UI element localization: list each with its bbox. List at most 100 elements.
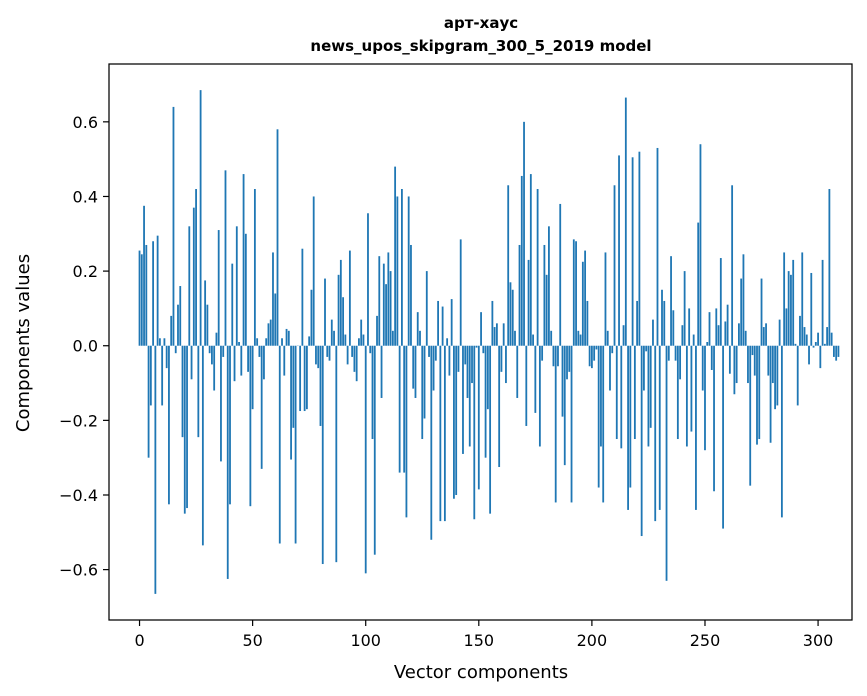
bar-187 xyxy=(561,345,564,417)
y-tick-label-0: −0.6 xyxy=(59,561,98,580)
bar-68 xyxy=(292,345,295,428)
bar-203 xyxy=(597,345,600,488)
bar-15 xyxy=(172,106,175,346)
bar-123 xyxy=(416,312,419,346)
bar-305 xyxy=(828,189,831,346)
chart-title: арт-хаус xyxy=(444,14,518,32)
bar-133 xyxy=(439,345,442,522)
bar-36 xyxy=(220,345,222,462)
bar-224 xyxy=(645,345,648,352)
bar-22 xyxy=(188,226,191,346)
bar-207 xyxy=(606,330,609,346)
bar-258 xyxy=(722,345,724,529)
bar-264 xyxy=(735,345,738,384)
bar-92 xyxy=(346,345,349,365)
bar-303 xyxy=(823,343,826,346)
bar-279 xyxy=(769,345,772,443)
bar-101 xyxy=(367,213,369,346)
bar-144 xyxy=(464,345,467,365)
bar-126 xyxy=(423,345,426,419)
bar-25 xyxy=(195,189,197,346)
bar-110 xyxy=(387,252,390,346)
bar-250 xyxy=(704,345,706,451)
bar-206 xyxy=(604,252,607,346)
bar-82 xyxy=(324,278,326,346)
bar-233 xyxy=(665,345,668,581)
bar-188 xyxy=(563,345,566,466)
bar-257 xyxy=(719,258,722,346)
bar-293 xyxy=(801,252,804,346)
bar-94 xyxy=(351,345,354,357)
bar-281 xyxy=(774,345,776,410)
bar-297 xyxy=(810,272,813,346)
bar-226 xyxy=(649,345,652,428)
bar-14 xyxy=(170,315,173,346)
bar-238 xyxy=(676,345,679,440)
bar-113 xyxy=(394,166,397,346)
bar-263 xyxy=(733,345,736,395)
x-tick-label-150: 150 xyxy=(464,631,495,650)
bar-26 xyxy=(197,345,200,438)
bar-235 xyxy=(670,256,672,346)
bar-147 xyxy=(471,345,473,384)
bar-270 xyxy=(749,345,752,486)
bar-151 xyxy=(480,312,482,346)
bar-17 xyxy=(177,304,179,346)
bar-97 xyxy=(358,338,360,346)
bar-276 xyxy=(762,327,765,346)
bar-28 xyxy=(201,345,204,546)
bar-6 xyxy=(152,241,155,346)
bar-54 xyxy=(260,345,263,469)
bar-239 xyxy=(679,345,682,380)
bar-158 xyxy=(495,323,498,346)
bar-243 xyxy=(688,308,691,346)
bar-81 xyxy=(321,345,324,565)
bar-124 xyxy=(419,330,421,346)
bar-80 xyxy=(319,345,322,426)
bar-128 xyxy=(428,345,430,357)
bar-73 xyxy=(303,345,306,412)
bar-129 xyxy=(430,345,433,540)
bar-45 xyxy=(240,345,243,376)
bar-184 xyxy=(554,345,557,503)
bar-260 xyxy=(726,304,729,346)
bar-229 xyxy=(656,147,659,346)
bar-170 xyxy=(523,121,525,346)
bar-106 xyxy=(378,256,381,346)
bar-102 xyxy=(369,345,372,354)
bar-300 xyxy=(817,332,819,346)
bar-261 xyxy=(728,345,731,374)
bar-100 xyxy=(364,345,367,574)
bar-222 xyxy=(640,345,643,537)
bar-77 xyxy=(312,196,315,346)
bar-69 xyxy=(294,345,297,544)
plot-frame xyxy=(108,63,853,621)
bar-304 xyxy=(826,327,829,346)
bar-108 xyxy=(382,263,385,346)
bar-5 xyxy=(149,345,152,406)
bar-89 xyxy=(339,259,342,346)
bar-271 xyxy=(751,345,754,356)
bar-287 xyxy=(787,271,790,346)
bar-157 xyxy=(493,327,496,346)
bar-194 xyxy=(577,330,580,346)
bar-131 xyxy=(434,345,437,361)
bar-212 xyxy=(618,155,620,346)
bar-296 xyxy=(808,345,810,365)
bar-107 xyxy=(380,345,383,398)
x-axis-label: Vector components xyxy=(394,662,568,683)
bar-55 xyxy=(263,345,265,380)
bar-0 xyxy=(138,250,141,346)
bar-84 xyxy=(328,345,331,361)
bar-282 xyxy=(776,345,779,406)
bar-88 xyxy=(337,274,340,346)
bar-95 xyxy=(353,345,356,372)
bar-210 xyxy=(613,185,616,346)
y-tick-label-1: −0.4 xyxy=(59,486,98,505)
bar-21 xyxy=(186,345,188,509)
bar-223 xyxy=(643,345,645,391)
bar-191 xyxy=(570,345,573,503)
bar-255 xyxy=(715,308,718,346)
